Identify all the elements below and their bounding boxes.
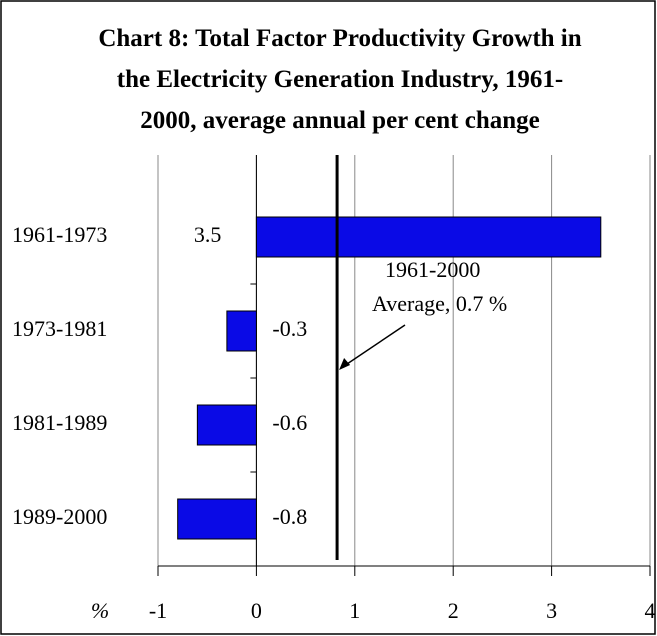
- x-tick-label: 1: [349, 598, 360, 623]
- x-tick-label: 3: [546, 598, 557, 623]
- y-tick-label: 1973-1981: [12, 316, 107, 341]
- bar: [226, 310, 257, 352]
- y-tick-label: 1989-2000: [12, 504, 107, 529]
- annotation-arrow: [340, 324, 406, 369]
- chart-title: Chart 8: Total Factor Productivity Growt…: [98, 25, 582, 134]
- x-unit-label: %: [91, 598, 109, 623]
- bar: [177, 498, 257, 540]
- bar: [255, 216, 602, 258]
- y-tick-label: 1981-1989: [12, 410, 107, 435]
- x-tick-label: 0: [251, 598, 262, 623]
- value-label: -0.3: [272, 316, 307, 341]
- value-label: 3.5: [194, 222, 222, 247]
- x-tick-label: 4: [645, 598, 656, 623]
- annotation: Average, 0.7 %: [372, 291, 507, 316]
- annotation: 1961-2000: [385, 257, 480, 282]
- bar: [196, 404, 257, 446]
- value-label: -0.8: [272, 504, 307, 529]
- x-tick-label: 2: [448, 598, 459, 623]
- value-label: -0.6: [272, 410, 307, 435]
- arrow-head: [339, 358, 351, 370]
- x-tick-label: -1: [149, 598, 167, 623]
- y-tick-label: 1961-1973: [12, 222, 107, 247]
